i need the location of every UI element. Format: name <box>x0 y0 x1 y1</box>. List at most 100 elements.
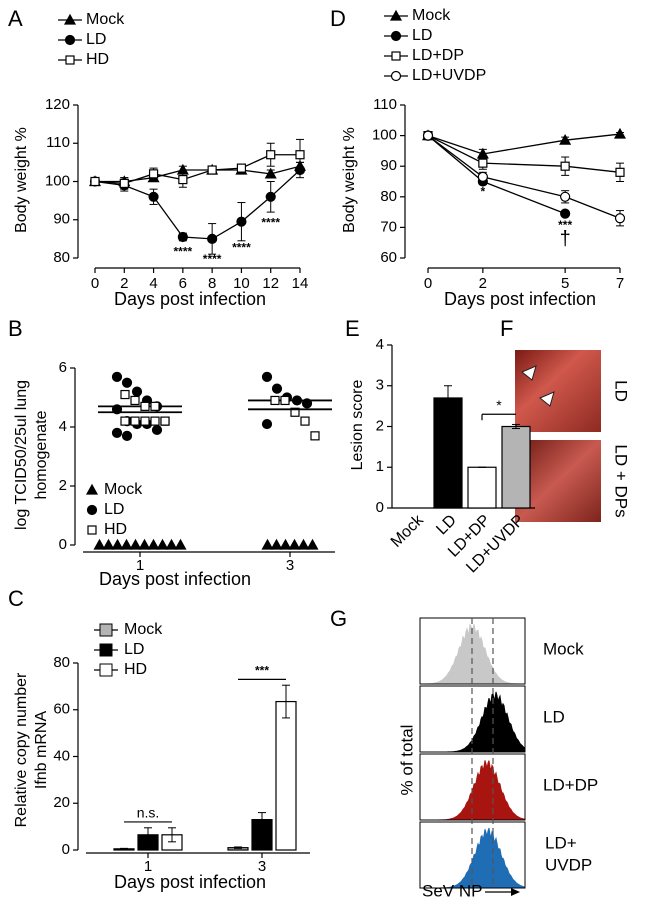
significance-label: **** <box>174 244 193 258</box>
y-tick-label: 100 <box>45 172 70 189</box>
marker <box>151 424 163 436</box>
legend-label: Mock <box>86 11 125 28</box>
marker <box>207 165 217 175</box>
x-axis-label: Days post infection <box>444 289 596 309</box>
x-tick-label: 14 <box>292 275 309 292</box>
marker <box>270 395 280 406</box>
histogram-label: LD+DP <box>543 775 598 794</box>
significance-label: n.s. <box>137 805 160 821</box>
arrowhead <box>539 391 555 407</box>
marker <box>288 538 301 550</box>
legend-swatch <box>99 623 113 637</box>
marker <box>297 538 310 550</box>
histogram-label: Mock <box>543 639 584 658</box>
x-tick-label: 0 <box>424 275 432 292</box>
histogram-label: LD+ <box>545 833 577 852</box>
marker <box>148 169 159 179</box>
marker <box>266 150 276 160</box>
bar <box>275 700 297 851</box>
marker <box>131 386 143 397</box>
significance-label: *** <box>558 218 572 232</box>
marker <box>261 538 274 550</box>
marker <box>265 191 276 202</box>
histogram <box>419 623 526 685</box>
series-line <box>94 154 300 185</box>
y-tick-label: 3 <box>376 377 384 394</box>
legend-label: HD <box>104 521 127 538</box>
lung-photos <box>515 350 601 522</box>
marker <box>121 430 133 441</box>
x-tick-label: LD <box>433 512 459 538</box>
marker <box>261 418 273 430</box>
marker <box>111 538 124 550</box>
x-tick-label: 10 <box>233 275 250 292</box>
marker <box>477 171 488 183</box>
marker <box>147 538 160 550</box>
bar <box>501 425 531 509</box>
legend-marker <box>64 34 76 46</box>
marker <box>174 538 187 550</box>
panel-letter: C <box>8 586 24 611</box>
marker <box>271 383 283 394</box>
marker <box>93 538 106 550</box>
y-tick-label: 4 <box>59 418 67 435</box>
marker <box>111 427 123 438</box>
y-tick-label: 20 <box>53 794 70 811</box>
y-tick-label: 0 <box>59 536 67 553</box>
legend-marker <box>63 13 77 25</box>
marker <box>560 208 571 219</box>
marker <box>129 538 142 550</box>
panel-letter: D <box>330 6 346 31</box>
legend-label: LD <box>124 641 144 658</box>
y-axis-label: % of total <box>397 725 416 796</box>
series-line <box>94 169 301 240</box>
marker <box>300 416 310 426</box>
series-line <box>427 135 566 215</box>
marker <box>102 538 115 550</box>
x-tick-label: 3 <box>286 557 294 574</box>
y-tick-label: 0 <box>376 499 384 516</box>
photo-label: LD + DPs <box>612 444 631 517</box>
x-tick-label: 1 <box>136 557 144 574</box>
marker <box>178 174 188 185</box>
marker <box>130 395 140 406</box>
marker <box>156 538 169 550</box>
y-tick-label: 90 <box>380 157 397 174</box>
panel-letter: G <box>330 606 347 631</box>
x-tick-label: 4 <box>149 275 157 292</box>
y-tick-label: 120 <box>45 96 70 113</box>
significance-label: * <box>481 184 486 198</box>
panel-letter: F <box>500 316 513 341</box>
marker <box>614 213 626 224</box>
y-tick-label: 110 <box>46 134 70 151</box>
y-tick-label: 80 <box>53 249 70 266</box>
marker <box>140 416 150 426</box>
photo-label: LD <box>612 380 631 402</box>
legend-label: Mock <box>104 481 143 498</box>
x-tick-label: 0 <box>91 275 99 292</box>
marker <box>613 127 627 139</box>
series-line <box>427 135 621 219</box>
arrowhead <box>511 888 520 896</box>
legend-marker <box>391 51 401 61</box>
marker <box>148 191 159 202</box>
marker <box>236 163 247 173</box>
legend-label: LD <box>86 31 106 48</box>
y-axis-label: Relative copy number <box>13 672 30 827</box>
legend-marker <box>389 9 403 21</box>
significance-label: * <box>496 397 502 413</box>
marker <box>478 158 488 168</box>
marker <box>120 538 133 550</box>
error-bar <box>168 827 176 843</box>
marker <box>264 167 277 179</box>
marker <box>560 161 570 171</box>
marker <box>160 416 170 426</box>
x-tick-label: Mock <box>388 511 428 551</box>
y-tick-label: 90 <box>53 211 70 228</box>
legend-marker <box>87 525 97 535</box>
error-bar <box>444 385 452 411</box>
panel-letter: A <box>8 6 23 31</box>
marker <box>615 167 625 177</box>
y-tick-label: 60 <box>380 249 397 266</box>
legend-marker <box>390 30 402 42</box>
